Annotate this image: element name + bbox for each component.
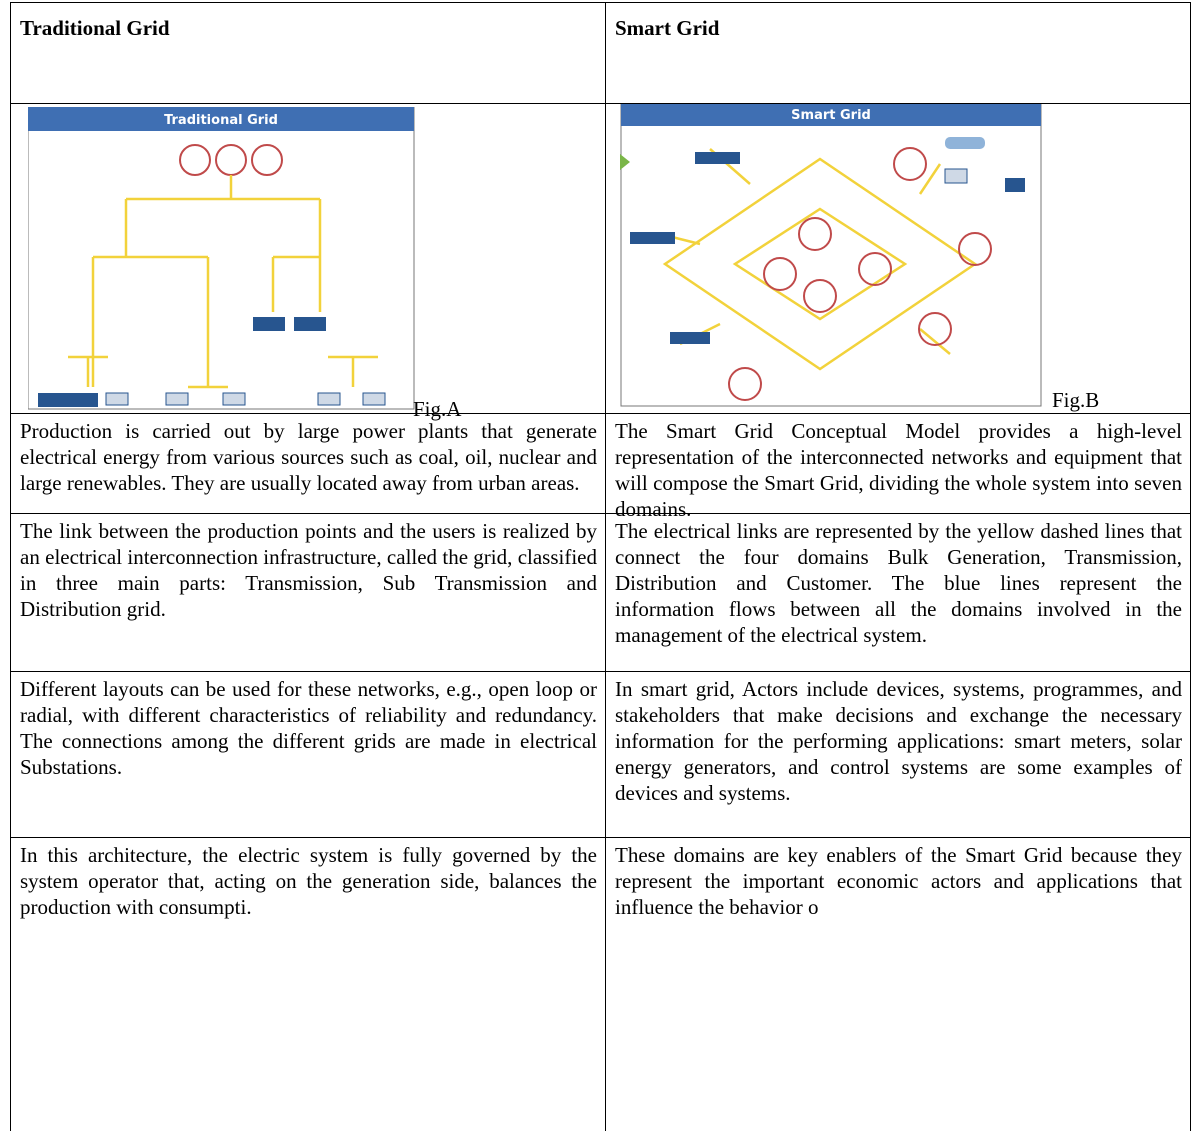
text-cell: Different layouts can be used for these … [10,671,605,837]
figure-cell: Traditional Grid Fig.A [10,103,605,421]
figure-caption: Fig.A [413,397,462,421]
header-text: Traditional Grid [20,16,170,40]
text-cell: The Smart Grid Conceptual Model provides… [605,413,1191,521]
plant-icons [728,147,992,401]
figure-frame [620,104,1042,407]
plant-icons [179,144,283,176]
header-cell: Smart Grid [605,2,1191,103]
figure-title: Traditional Grid [164,113,278,128]
figure-title: Smart Grid [791,108,871,123]
text-cell: These domains are key enablers of the Sm… [605,837,1191,1131]
figure-header-bar [28,107,414,131]
figure-caption: Fig.B [1052,388,1100,412]
header-cell: Traditional Grid [10,2,605,103]
text-cell: In smart grid, Actors include devices, s… [605,671,1191,837]
text-cell: Production is carried out by large power… [10,413,605,513]
figure-cell: Smart Grid Fig.B [605,103,1191,413]
factory-icons [38,317,326,407]
grid-lines [68,175,378,389]
house-icons [105,392,386,406]
text-cell: The link between the production points a… [10,513,605,671]
car-icon [945,137,985,149]
text-cell: In this architecture, the electric syste… [10,837,605,1131]
figure-b: Smart Grid [620,104,1042,407]
figure-header-bar [621,104,1041,126]
text-cell: The electrical links are represented by … [605,513,1191,671]
factory-icons [630,152,1025,344]
header-text: Smart Grid [615,16,720,40]
figure-a: Traditional Grid [28,107,415,410]
arrow-icon [620,154,630,170]
house-icon [944,168,968,184]
figure-frame [28,107,415,410]
